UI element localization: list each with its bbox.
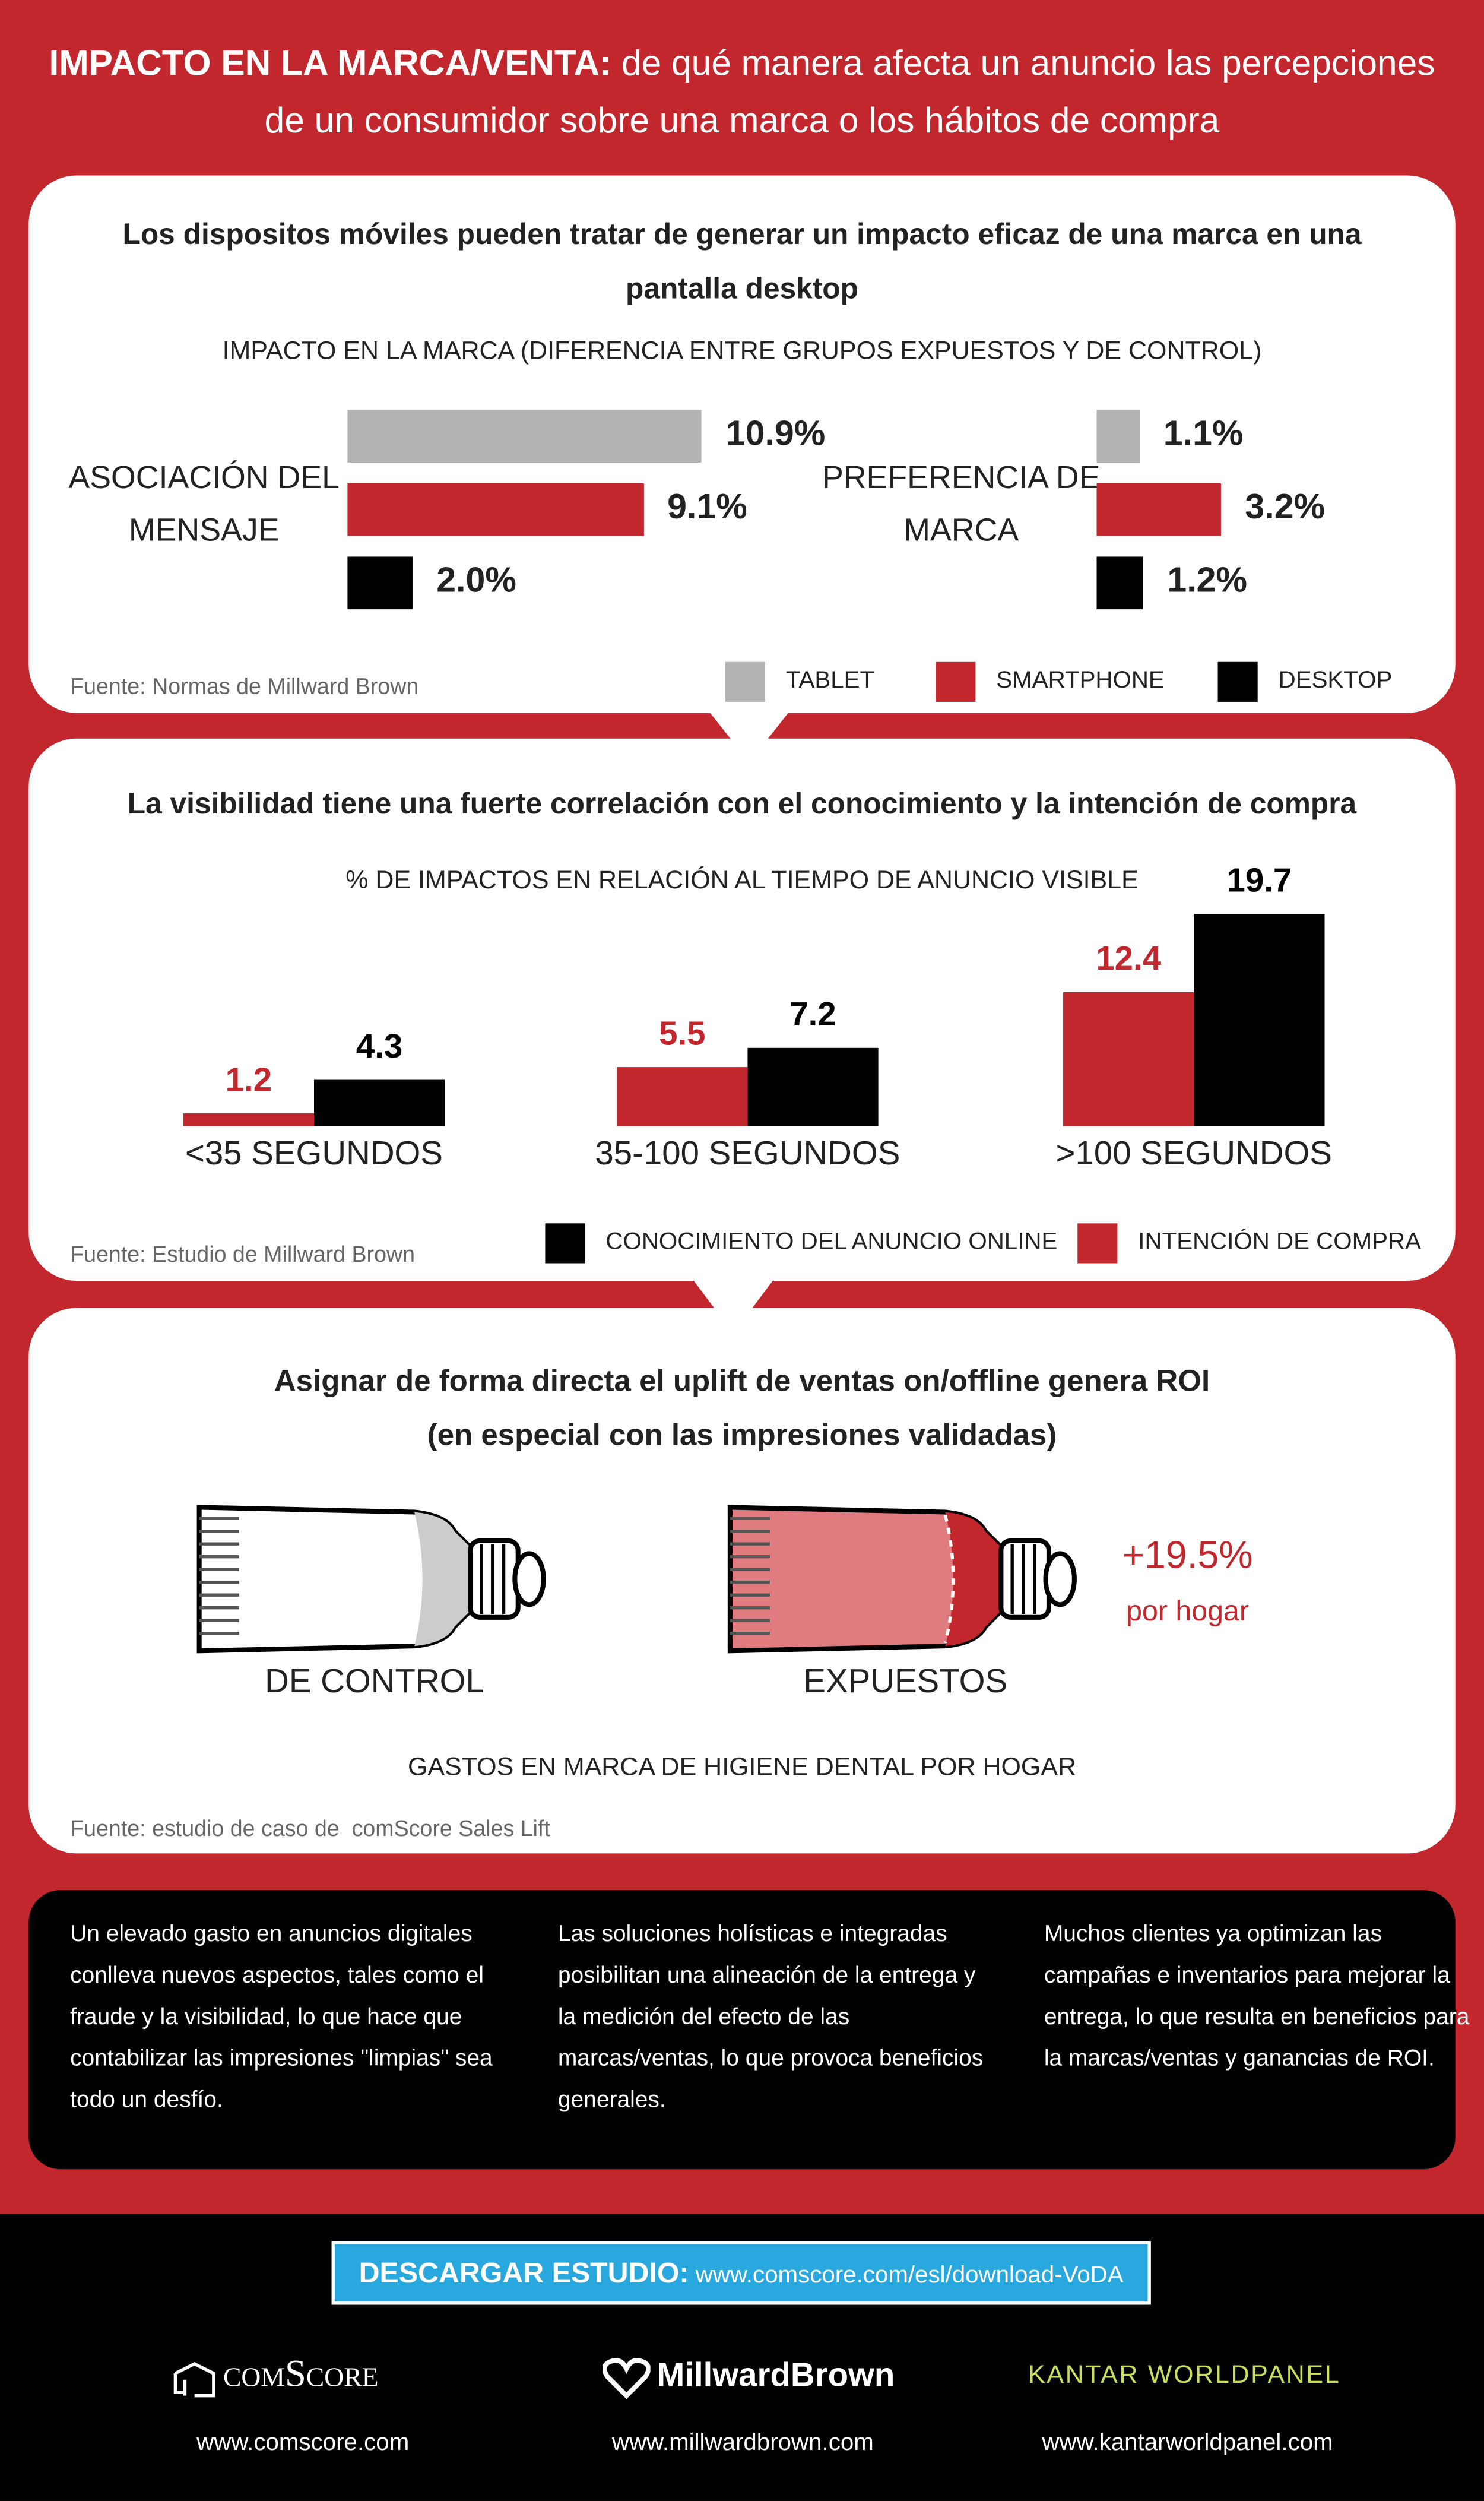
legend-swatch	[545, 1223, 585, 1264]
tube-crimp	[730, 1517, 770, 1635]
notch-shape	[701, 701, 797, 763]
section-heading: Los dispositos móviles pueden tratar de …	[122, 217, 1362, 305]
tube-crimp	[199, 1517, 239, 1635]
caption: GASTOS EN MARCA DE HIGIENE DENTAL POR HO…	[407, 1754, 1077, 1782]
legend-label: CONOCIMIENTO DEL ANUNCIO ONLINE	[605, 1228, 1058, 1256]
footer-url: www.comscore.com	[196, 2429, 410, 2456]
bar	[1063, 992, 1194, 1126]
value-label: 1.2%	[1167, 559, 1248, 600]
tube-label: EXPUESTOS	[803, 1663, 1008, 1701]
legend-swatch	[1217, 661, 1258, 702]
summary-text: Muchos clientes ya optimizan las campaña…	[1044, 1921, 1470, 2072]
tube-control	[196, 1505, 546, 1654]
bar	[1194, 914, 1325, 1126]
bar	[1096, 483, 1222, 536]
value-label: 5.5	[659, 1015, 706, 1053]
summary-box	[28, 1890, 1456, 2170]
heading-line: (en especial con las impresiones validad…	[427, 1419, 1057, 1454]
bar	[347, 483, 643, 536]
chart-title: IMPACTO EN LA MARCA (DIFERENCIA ENTRE GR…	[222, 338, 1262, 366]
tube-shoulder	[945, 1512, 1001, 1647]
cap-end	[1043, 1551, 1077, 1607]
value-label: 3.2%	[1245, 486, 1326, 527]
bar	[314, 1079, 445, 1126]
title-bold: IMPACTO EN LA MARCA/VENTA:	[49, 43, 612, 83]
category-label: PREFERENCIA DE MARCA	[822, 461, 1101, 549]
uplift-note: por hogar	[1126, 1595, 1250, 1627]
logo-comscore: comScore	[223, 2354, 379, 2396]
icon-shape	[603, 2358, 651, 2399]
legend-swatch	[1077, 1223, 1118, 1264]
cap-ridges	[1010, 1544, 1036, 1614]
legend-swatch	[936, 661, 976, 702]
tube-exposed	[727, 1505, 1077, 1654]
footer-url: www.kantarworldpanel.com	[1042, 2429, 1333, 2456]
bar	[347, 410, 702, 463]
bar	[747, 1048, 879, 1126]
page-title: IMPACTO EN LA MARCA/VENTA: de qué manera…	[32, 35, 1453, 150]
download-button[interactable]: DESCARGAR ESTUDIO: www.comscore.com/esl/…	[331, 2241, 1151, 2305]
icon-shape	[173, 2361, 215, 2398]
bar	[183, 1113, 315, 1126]
footer-url: www.millwardbrown.com	[611, 2429, 874, 2456]
section-heading: Asignar de forma directa el uplift de ve…	[80, 1356, 1404, 1464]
cta-label[interactable]: DESCARGAR ESTUDIO:	[359, 2256, 689, 2289]
panel-brand-impact	[28, 175, 1456, 713]
legend-label: TABLET	[785, 666, 875, 694]
category-label: ASOCIACIÓN DEL MENSAJE	[68, 461, 340, 549]
notch	[685, 1270, 781, 1334]
legend-label: INTENCIÓN DE COMPRA	[1138, 1228, 1421, 1256]
value-label: 7.2	[789, 997, 836, 1034]
heading-line: Asignar de forma directa el uplift de ve…	[274, 1365, 1210, 1399]
summary-text: Un elevado gasto en anuncios digitales c…	[70, 1921, 493, 2114]
title-rest: de qué manera afecta un anuncio las perc…	[264, 43, 1435, 141]
category-label: <35 SEGUNDOS	[185, 1135, 443, 1173]
chart-title: % DE IMPACTOS EN RELACIÓN AL TIEMPO DE A…	[345, 868, 1139, 895]
category-label: >100 SEGUNDOS	[1055, 1135, 1332, 1173]
value-label: 2.0%	[436, 559, 516, 600]
source: Fuente: Estudio de Millward Brown	[70, 1240, 416, 1267]
section-heading: La visibilidad tiene una fuerte correlac…	[127, 786, 1357, 820]
millward-icon	[603, 2358, 651, 2399]
legend-label: SMARTPHONE	[996, 666, 1165, 694]
tube-shoulder	[414, 1512, 471, 1647]
cap-ridges	[480, 1544, 506, 1614]
value-label: 19.7	[1226, 863, 1292, 900]
uplift-value: +19.5%	[1122, 1534, 1253, 1578]
source: Fuente: Normas de Millward Brown	[70, 673, 419, 699]
tube-label: DE CONTROL	[265, 1663, 484, 1701]
legend-swatch	[725, 661, 765, 702]
value-label: 10.9%	[725, 413, 826, 453]
cap-end	[512, 1551, 546, 1607]
bar	[1096, 556, 1144, 610]
legend-label: DESKTOP	[1278, 666, 1393, 694]
source: Fuente: estudio de caso de comScore Sale…	[70, 1815, 550, 1841]
value-label: 1.2	[225, 1062, 272, 1099]
category-label: 35-100 SEGUNDOS	[595, 1135, 900, 1173]
tube-line	[943, 1515, 955, 1644]
logo-kantar: KANTAR WORLDPANEL	[1028, 2362, 1341, 2389]
summary-text: Las soluciones holísticas e integradas p…	[557, 1921, 984, 2114]
value-label: 1.1%	[1163, 413, 1244, 453]
logo-millwardbrown: MillwardBrown	[657, 2357, 895, 2394]
bar	[1096, 410, 1140, 463]
comscore-icon	[173, 2361, 215, 2398]
bar	[347, 556, 413, 610]
notch-shape	[685, 1270, 781, 1334]
notch	[701, 701, 797, 763]
value-label: 9.1%	[667, 486, 747, 527]
value-label: 12.4	[1096, 941, 1162, 979]
value-label: 4.3	[356, 1028, 403, 1066]
cta-url[interactable]: www.comscore.com/esl/download-VoDA	[695, 2262, 1124, 2289]
bar	[617, 1066, 748, 1126]
